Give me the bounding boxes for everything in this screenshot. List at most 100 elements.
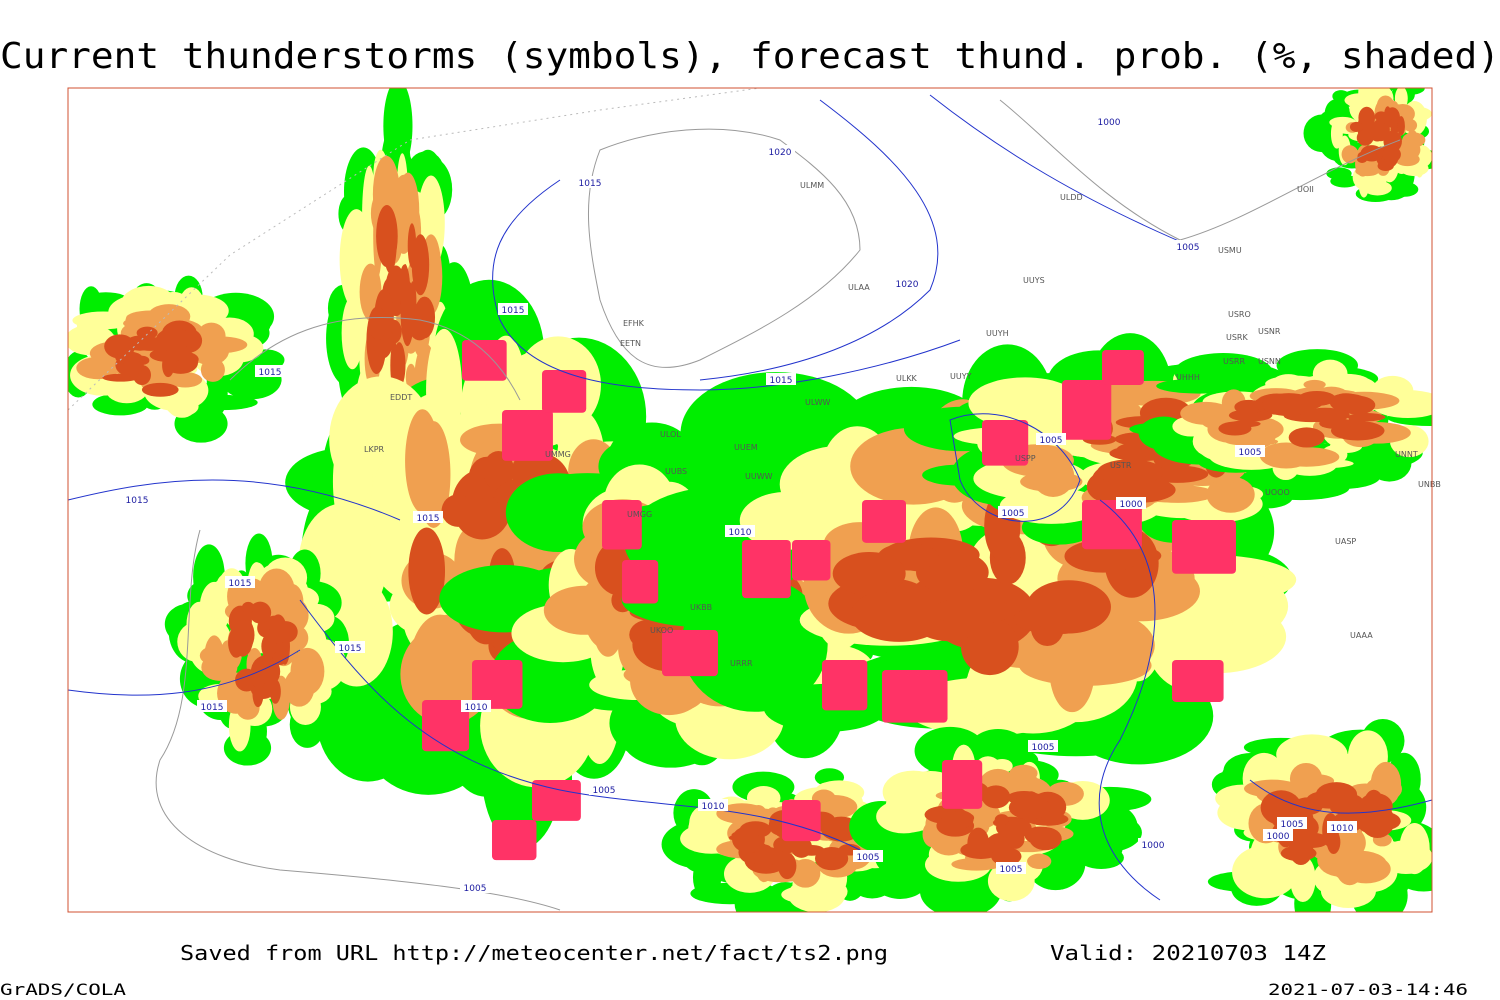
storm-symbols xyxy=(882,670,948,723)
isobar-label: 1005 xyxy=(1040,436,1063,446)
prob-shade xyxy=(1315,782,1358,807)
isobar-label: 1005 xyxy=(593,786,616,796)
isobar-label: 1005 xyxy=(1239,448,1262,458)
isobar-label-box xyxy=(589,783,619,795)
isobar-label: 1010 xyxy=(729,528,752,538)
prob-shade xyxy=(76,356,120,380)
isobar-label: 1015 xyxy=(201,703,224,713)
prob-shade xyxy=(1395,152,1420,167)
prob-shade xyxy=(1300,407,1350,423)
isobar-label-box xyxy=(996,862,1026,874)
prob-shade xyxy=(981,785,1011,809)
isobar-label-box xyxy=(460,881,490,893)
isobar xyxy=(299,599,861,851)
storm-symbols xyxy=(502,410,553,461)
storm-symbols xyxy=(542,370,587,413)
prob-shade xyxy=(405,363,417,391)
software-credit: GrADS/COLA xyxy=(0,980,126,999)
station-label: UUYS xyxy=(1023,276,1045,285)
isobar-label: 1005 xyxy=(1032,743,1055,753)
storm-symbols xyxy=(602,500,642,550)
prob-shade xyxy=(1358,106,1376,129)
prob-shade xyxy=(1273,447,1340,467)
station-label: USTR xyxy=(1110,461,1132,470)
prob-shade xyxy=(115,351,143,365)
prob-shade xyxy=(416,421,451,528)
prob-shade xyxy=(272,650,288,666)
isobar-label-box xyxy=(1116,497,1146,509)
isobar xyxy=(67,479,401,521)
isobar-label-box xyxy=(765,145,795,157)
prob-shade xyxy=(1022,791,1040,819)
station-label: USNR xyxy=(1258,327,1281,336)
prob-shade xyxy=(543,585,626,635)
isobar-label-box xyxy=(892,277,922,289)
isobar-label: 1015 xyxy=(229,579,252,589)
prob-shade xyxy=(1317,843,1362,877)
station-label: UOII xyxy=(1297,185,1314,194)
prob-shade xyxy=(1262,393,1316,417)
prob-shade xyxy=(414,614,485,713)
prob-shade xyxy=(201,653,238,681)
prob-shade xyxy=(994,814,1009,826)
isobar-label-box xyxy=(853,850,883,862)
isobar-label: 1000 xyxy=(1142,841,1165,851)
prob-shade xyxy=(200,357,225,382)
storm-symbols xyxy=(822,660,868,711)
station-label: UMMG xyxy=(545,450,571,459)
station-label: UKBB xyxy=(690,603,712,612)
prob-shade xyxy=(1260,790,1302,825)
isobar-label-box xyxy=(1138,838,1168,850)
isobar-label-box xyxy=(413,511,443,523)
prob-shade xyxy=(251,669,266,688)
isobar-label: 1015 xyxy=(579,179,602,189)
isobar-label: 1005 xyxy=(1281,820,1304,830)
prob-shade xyxy=(1116,442,1153,459)
prob-shade xyxy=(967,827,990,859)
station-label: EETN xyxy=(620,339,641,348)
station-label: UOOO xyxy=(1265,488,1290,497)
isobar-label: 1005 xyxy=(1177,243,1200,253)
isobar-label: 1010 xyxy=(702,802,725,812)
station-label: USMU xyxy=(1218,246,1242,255)
prob-shade xyxy=(181,329,200,348)
prob-shade xyxy=(426,328,463,453)
storm-symbols xyxy=(1102,350,1144,385)
storm-symbols xyxy=(942,760,983,809)
prob-shade xyxy=(753,844,774,872)
isobar xyxy=(949,413,1081,522)
storm-symbols xyxy=(532,780,581,821)
prob-shade xyxy=(1024,826,1057,845)
storm-symbols xyxy=(982,420,1029,466)
station-label: UAAA xyxy=(1350,631,1373,640)
storm-symbols xyxy=(742,540,791,599)
isobar-label: 1010 xyxy=(1331,824,1354,834)
station-label: UUBS xyxy=(665,467,687,476)
station-label: UUYH xyxy=(986,329,1009,338)
station-label: ULOL xyxy=(660,430,681,439)
prob-shade xyxy=(981,733,1021,761)
prob-shade xyxy=(1402,132,1426,148)
isobar-label-box xyxy=(1277,817,1307,829)
map-labels: 1020 1015 1015 1020 1015 1000 1005 1015 1015 1015… xyxy=(122,115,1441,894)
prob-shade xyxy=(1229,420,1261,428)
prob-shade xyxy=(1341,145,1359,164)
prob-shade xyxy=(441,494,475,527)
prob-shade xyxy=(249,601,272,624)
station-label: UMGG xyxy=(627,510,652,519)
prob-shade xyxy=(290,647,325,696)
isobar-label-box xyxy=(998,506,1028,518)
prob-shade xyxy=(269,679,281,704)
station-label: UUYY xyxy=(950,372,972,381)
prob-shade xyxy=(1348,414,1366,429)
prob-shade xyxy=(393,342,406,388)
prob-shade xyxy=(174,360,193,369)
prob-shade xyxy=(136,326,158,340)
prob-shade xyxy=(1026,580,1111,634)
station-label: UNBB xyxy=(1418,480,1441,489)
station-label: UASP xyxy=(1335,537,1356,546)
prob-shade xyxy=(232,619,254,657)
prob-shade xyxy=(400,279,415,347)
isobar-label: 1005 xyxy=(464,884,487,894)
